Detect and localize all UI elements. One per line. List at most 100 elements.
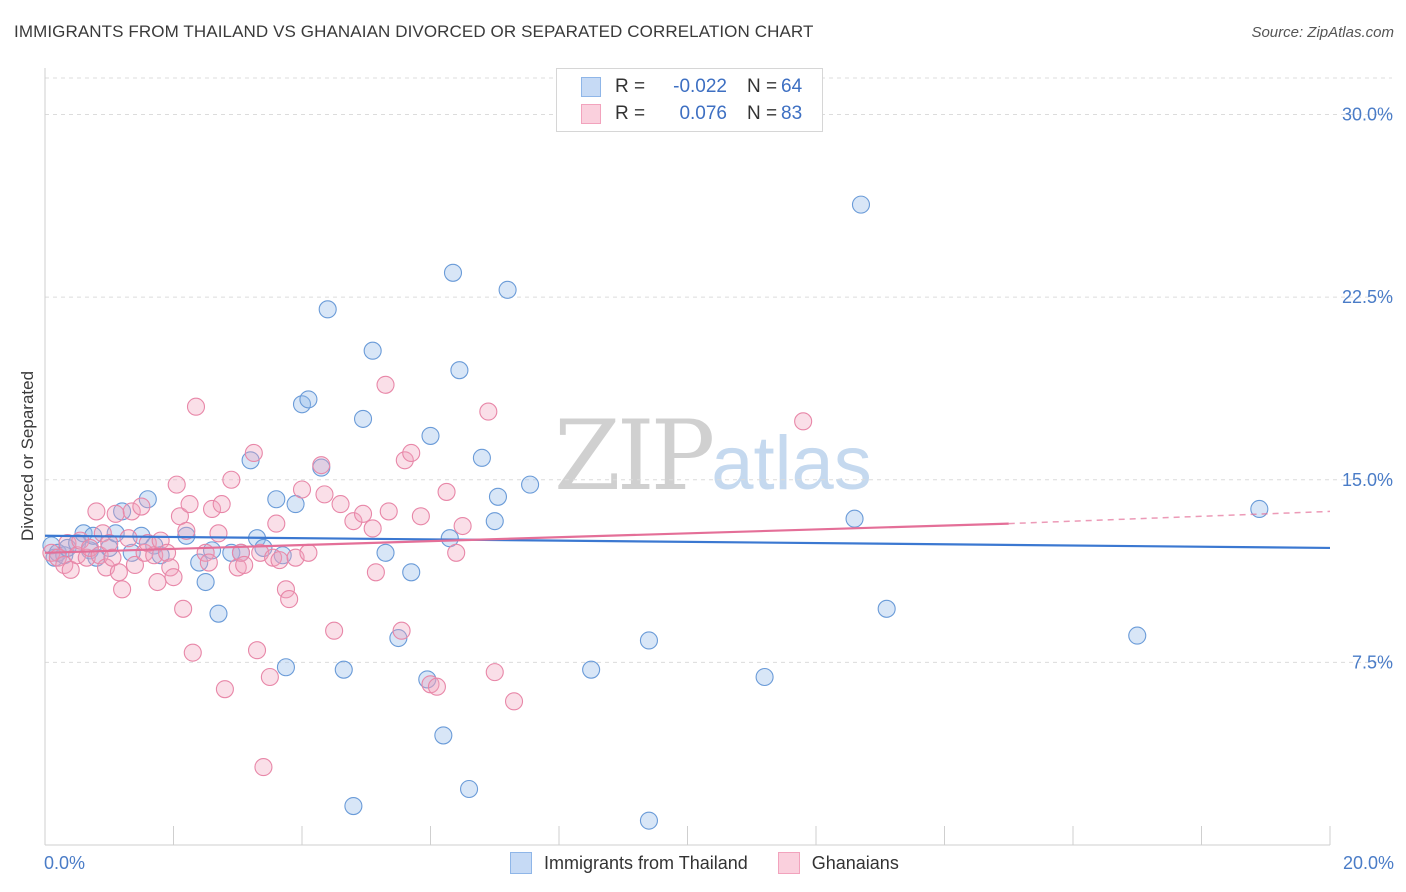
- legend-item-ghanaians[interactable]: Ghanaians: [777, 852, 899, 874]
- data-point: [331, 495, 350, 514]
- trend-lines: [44, 510, 1331, 554]
- data-point: [402, 443, 421, 463]
- legend-row-ghanaians: R = 0.076 N = 83: [581, 101, 802, 127]
- data-point: [276, 658, 295, 677]
- data-point: [235, 555, 254, 575]
- data-point: [418, 670, 437, 689]
- data-point: [447, 543, 466, 562]
- data-point: [344, 796, 363, 816]
- data-point: [93, 524, 112, 543]
- data-point: [87, 548, 106, 567]
- data-point: [177, 521, 196, 540]
- data-point: [209, 524, 228, 543]
- data-point: [366, 563, 385, 582]
- data-point: [453, 516, 472, 536]
- data-point: [203, 499, 222, 519]
- source-label: Source: ZipAtlas.com: [1251, 24, 1394, 41]
- data-point: [363, 519, 382, 538]
- data-point: [186, 397, 206, 416]
- data-point: [521, 475, 540, 494]
- data-point: [498, 280, 517, 299]
- series-ghanaians: [42, 375, 813, 777]
- data-point: [582, 660, 601, 679]
- legend-n-label: N =: [747, 103, 778, 124]
- data-point: [315, 485, 334, 504]
- data-point: [254, 758, 273, 777]
- trend-line-extension: [1008, 510, 1331, 525]
- data-point: [845, 509, 864, 528]
- legend-item-thailand[interactable]: Immigrants from Thailand: [510, 852, 748, 874]
- data-point: [158, 543, 177, 562]
- data-point: [212, 495, 231, 514]
- data-point: [280, 590, 299, 609]
- legend-n-value: 64: [781, 76, 803, 97]
- data-point: [244, 443, 263, 463]
- data-point: [138, 490, 157, 509]
- series-thailand: [42, 195, 1269, 830]
- data-point: [472, 448, 491, 467]
- data-point: [443, 263, 463, 282]
- data-point: [376, 543, 395, 562]
- data-point: [113, 580, 132, 599]
- series-legend: Immigrants from Thailand Ghanaians: [510, 852, 929, 874]
- data-point: [395, 451, 414, 470]
- data-point: [421, 426, 440, 445]
- data-point: [334, 660, 353, 679]
- legend-row-thailand: R = -0.022 N = 64: [581, 74, 802, 100]
- legend-r-label: R =: [615, 76, 646, 97]
- data-point: [164, 568, 183, 587]
- data-point: [267, 514, 286, 533]
- data-point: [267, 490, 286, 509]
- data-point: [183, 643, 202, 662]
- data-point: [312, 456, 331, 475]
- grid-lines: [45, 77, 1392, 663]
- data-point: [180, 495, 199, 514]
- data-point: [639, 811, 659, 830]
- data-point: [392, 621, 411, 640]
- data-point: [119, 529, 138, 548]
- data-point: [437, 482, 456, 501]
- legend-swatch-thailand: [510, 852, 532, 874]
- data-point: [299, 390, 318, 409]
- data-point: [299, 543, 318, 562]
- data-point: [325, 621, 344, 640]
- legend-n-value: 83: [781, 103, 803, 124]
- data-point: [411, 507, 430, 526]
- data-point: [434, 726, 453, 745]
- x-tick-label: 0.0%: [44, 853, 85, 873]
- y-tick-label: 7.5%: [1352, 652, 1393, 672]
- data-point: [402, 563, 421, 582]
- legend-r-value: 0.076: [679, 103, 727, 124]
- data-point: [318, 300, 337, 319]
- data-point: [488, 487, 508, 506]
- legend-swatch-ghanaians: [777, 852, 800, 874]
- y-tick-label: 22.5%: [1342, 287, 1393, 307]
- data-points: [42, 195, 1269, 830]
- legend-r-value: -0.022: [673, 76, 727, 97]
- data-point: [87, 502, 106, 521]
- data-point: [177, 526, 196, 545]
- data-point: [292, 480, 312, 499]
- trend-line: [44, 534, 1331, 550]
- data-point: [353, 409, 373, 428]
- data-point: [260, 667, 279, 687]
- data-point: [254, 538, 273, 557]
- data-point: [125, 555, 144, 575]
- data-point: [148, 572, 167, 592]
- data-point: [122, 502, 141, 521]
- watermark: ZIPatlas: [554, 400, 872, 512]
- data-point: [379, 502, 398, 521]
- stats-legend: R = -0.022 N = 64 R = 0.076 N = 83: [556, 68, 823, 132]
- data-point: [376, 375, 395, 394]
- y-axis-title: Divorced or Separated: [18, 371, 37, 541]
- watermark-atlas: atlas: [711, 421, 872, 506]
- data-point: [504, 692, 524, 711]
- data-point: [161, 558, 180, 577]
- legend-label-thailand: Immigrants from Thailand: [544, 852, 748, 873]
- chart-title: IMMIGRANTS FROM THAILAND VS GHANAIAN DIV…: [14, 22, 814, 41]
- data-point: [132, 497, 151, 516]
- axes: [44, 68, 1331, 846]
- data-point: [215, 680, 234, 699]
- data-point: [209, 604, 228, 623]
